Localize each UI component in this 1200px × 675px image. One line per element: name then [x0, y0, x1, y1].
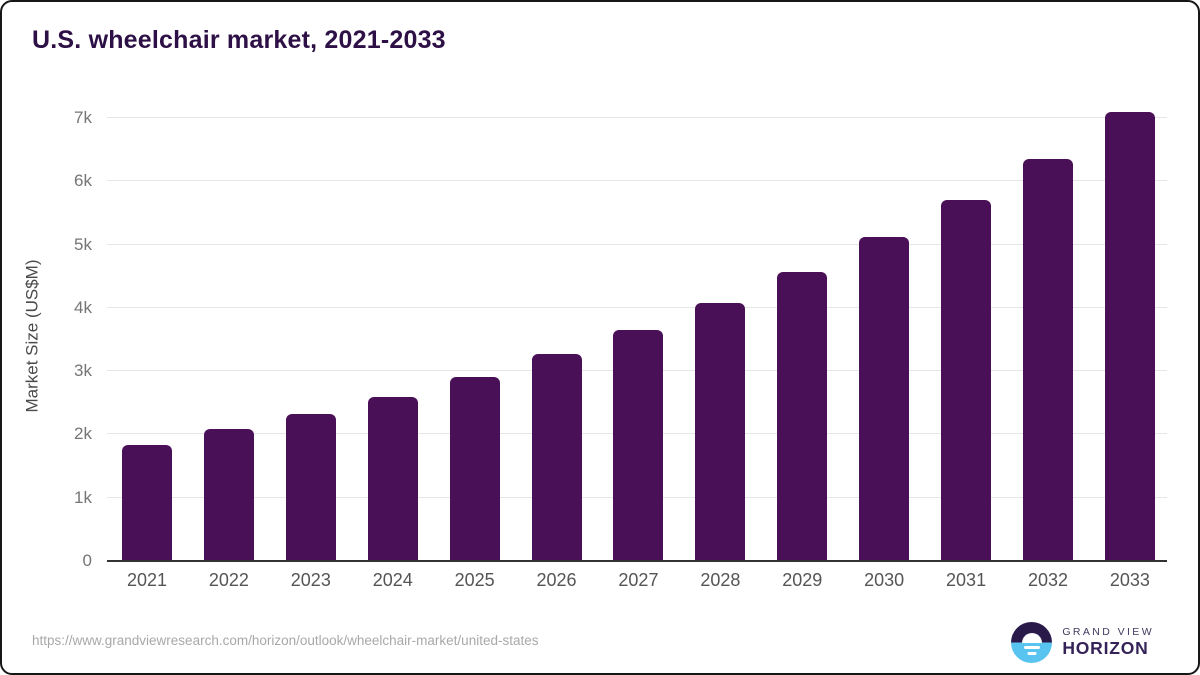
y-axis-title-label: Market Size (US$M)	[23, 259, 42, 413]
logo-line2: HORIZON	[1062, 638, 1149, 659]
bar-2032[interactable]	[1022, 159, 1073, 561]
source-url: https://www.grandviewresearch.com/horizo…	[32, 633, 539, 648]
x-axis-label-2030: 2030	[864, 570, 905, 590]
bar-2021[interactable]	[122, 445, 172, 561]
y-tick-label-5k: 5k	[74, 234, 92, 254]
logo-text: GRAND VIEW HORIZON	[1062, 626, 1154, 658]
x-axis-label-2021: 2021	[126, 570, 168, 590]
x-axis-label-2033: 2033	[1109, 570, 1150, 590]
x-axis-label-2025: 2025	[454, 570, 495, 590]
x-axis-line	[107, 560, 1167, 562]
plot-area: 0 1k 2k 3k 4k 5k 6k 7k	[74, 108, 1167, 570]
bar-2026[interactable]	[531, 354, 582, 561]
gridline-7k	[107, 116, 1167, 118]
y-axis-title: Market Size (US$M)	[18, 111, 48, 561]
bar-2024[interactable]	[367, 397, 418, 561]
bar-2029[interactable]	[777, 271, 828, 561]
x-axis-labels: 2021 2022 2023 2024 2025 2026 2027 2028 2029 2030…	[107, 570, 1167, 591]
y-tick-label-6k: 6k	[74, 171, 92, 191]
bar-2030[interactable]	[859, 236, 910, 561]
x-axis-label-2023: 2023	[290, 570, 331, 590]
gridline-6k	[107, 180, 1167, 182]
x-axis-label-2031: 2031	[946, 570, 987, 590]
horizon-sun-icon	[1011, 622, 1053, 663]
grand-view-horizon-logo: GRAND VIEW HORIZON	[1011, 622, 1154, 663]
bar-2025[interactable]	[449, 376, 500, 561]
y-tick-label-7k: 7k	[74, 107, 92, 127]
bar-2031[interactable]	[941, 200, 992, 561]
page-title: U.S. wheelchair market, 2021-2033	[32, 26, 446, 54]
bar-2033[interactable]	[1104, 112, 1155, 561]
bar-2028[interactable]	[695, 302, 746, 561]
y-tick-label-4k: 4k	[74, 297, 92, 317]
y-tick-label-1k: 1k	[74, 487, 92, 507]
bar-2022[interactable]	[203, 429, 254, 561]
x-axis-label-2032: 2032	[1027, 570, 1068, 590]
bar-2027[interactable]	[613, 329, 664, 561]
x-axis-label-2028: 2028	[700, 570, 741, 590]
y-tick-label-3k: 3k	[74, 361, 92, 381]
bar-series	[107, 112, 1167, 561]
y-tick-label-2k: 2k	[74, 424, 92, 444]
y-tick-label-0: 0	[82, 551, 92, 570]
gridline-5k	[107, 243, 1167, 245]
gridline-4k	[107, 306, 1167, 308]
x-axis-label-2026: 2026	[536, 570, 577, 590]
bar-2023[interactable]	[285, 414, 336, 561]
x-axis-label-2029: 2029	[782, 570, 823, 590]
x-axis-label-2027: 2027	[618, 570, 659, 590]
x-axis-label-2024: 2024	[372, 570, 413, 590]
logo-line1: GRAND VIEW	[1062, 626, 1154, 639]
x-axis-label-2022: 2022	[208, 570, 249, 590]
